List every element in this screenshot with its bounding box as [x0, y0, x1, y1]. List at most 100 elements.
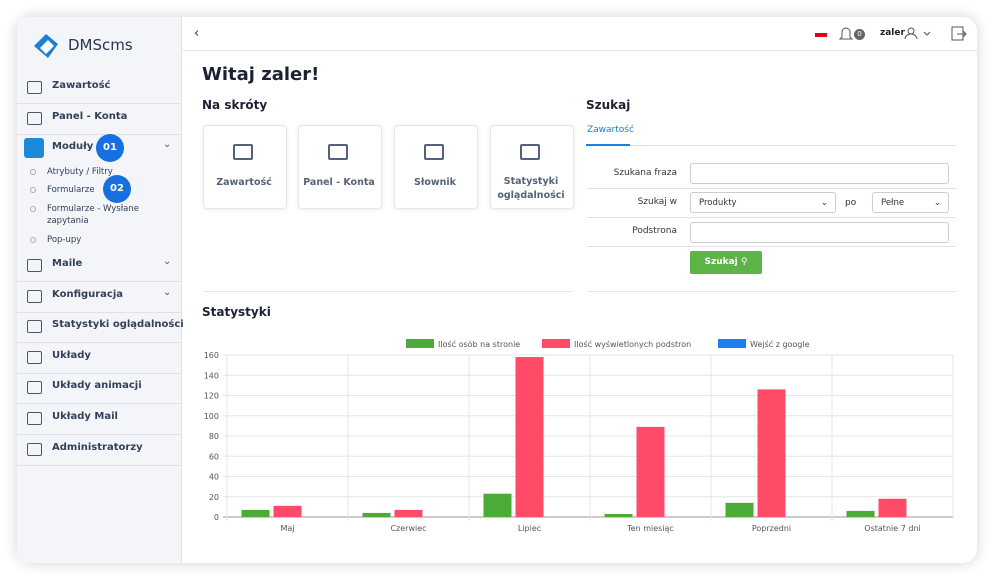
bar [757, 389, 786, 517]
y-tick-label: 20 [209, 493, 219, 502]
scope-select[interactable]: Produkty ⌄ [690, 192, 836, 213]
menu-item[interactable]: Układy [52, 350, 91, 361]
user-name[interactable]: zaler [880, 28, 905, 38]
chevron: ⌄ [163, 287, 172, 298]
menu-icon [27, 412, 42, 425]
chevron: ⌄ [163, 139, 172, 150]
y-tick-label: 140 [204, 371, 219, 380]
search-button[interactable]: Szukaj ⚲ [690, 251, 762, 274]
button-label: Szukaj [704, 257, 738, 267]
user-icon[interactable] [904, 26, 934, 40]
menu-item[interactable]: Maile [52, 258, 83, 269]
submenu-item[interactable]: Pop-upy [47, 235, 82, 245]
row-separator [587, 246, 956, 247]
menu-item[interactable]: Układy Mail [52, 411, 118, 422]
search-tab[interactable]: Zawartość [587, 125, 634, 135]
menu-item[interactable]: Administratorzy [52, 442, 143, 453]
mode-select[interactable]: Pełne ⌄ [872, 192, 949, 213]
shortcut-tile[interactable] [298, 125, 382, 209]
field-label: Szukana fraza [613, 168, 677, 178]
menu-icon [27, 351, 42, 364]
tab-underline [586, 144, 630, 146]
menu-separator [17, 103, 181, 104]
tab-border [586, 145, 956, 146]
collapse-button[interactable]: ‹ [194, 26, 200, 41]
shortcut-icon [328, 144, 348, 160]
menu-separator [17, 434, 181, 435]
legend-swatch [542, 339, 570, 348]
menu-item[interactable]: Statystyki oglądalności [52, 319, 184, 330]
x-tick-label: Lipiec [518, 524, 541, 533]
menu-icon [27, 290, 42, 303]
y-tick-label: 0 [214, 513, 219, 522]
shortcut-tile[interactable] [490, 125, 574, 209]
y-tick-label: 80 [209, 432, 219, 441]
shortcut-label: Słownik [413, 177, 456, 188]
submenu-item[interactable]: Formularze - Wysłane zapytania [47, 204, 139, 226]
submenu-dot [30, 169, 36, 175]
shortcut-icon [520, 144, 540, 160]
connector-text: po [845, 198, 857, 208]
divider [587, 291, 956, 292]
shortcut-icon [233, 144, 253, 160]
menu-item[interactable]: Układy animacji [52, 380, 142, 391]
notification-count: 0 [854, 29, 865, 40]
bar [725, 502, 754, 517]
active-icon [24, 138, 44, 158]
x-tick-label: Ostatnie 7 dni [864, 524, 920, 533]
menu-item[interactable]: Zawartość [52, 80, 111, 91]
shortcut-tile[interactable] [203, 125, 287, 209]
y-tick-label: 120 [204, 392, 219, 401]
phrase-input[interactable] [690, 163, 949, 184]
row-separator [587, 217, 956, 218]
topbar-border [181, 50, 977, 51]
x-tick-label: Poprzedni [752, 524, 791, 533]
bar [483, 493, 512, 517]
y-tick-label: 40 [209, 473, 219, 482]
field-label: Podstrona [632, 226, 677, 236]
language-flag[interactable] [815, 33, 827, 37]
section-title: Na skróty [202, 98, 268, 112]
divider [203, 291, 572, 292]
bar [515, 357, 544, 517]
logout-icon[interactable] [951, 26, 967, 42]
menu-icon [27, 443, 42, 456]
submenu-item[interactable]: Formularze [47, 185, 95, 195]
menu-separator [17, 134, 181, 135]
menu-icon [27, 112, 42, 125]
menu-item[interactable]: Konfiguracja [52, 289, 124, 300]
y-tick-label: 60 [209, 452, 219, 461]
subpage-input[interactable] [690, 222, 949, 243]
section-title: Statystyki [202, 305, 271, 319]
menu-separator [17, 465, 181, 466]
bell-icon[interactable] [839, 26, 853, 42]
shortcut-label: Panel - Konta [303, 177, 375, 188]
step-badge: 01 [96, 134, 124, 162]
chart: 0 20 40 60 80 100 120 140 160 Maj Czerwiec Lipiec Te… [204, 339, 954, 533]
submenu-item[interactable]: Atrybuty / Filtry [47, 167, 113, 177]
logo-icon [34, 34, 58, 58]
menu-separator [17, 281, 181, 282]
menu-icon [27, 259, 42, 272]
bar [604, 513, 633, 517]
bar [394, 509, 423, 517]
menu-icon [27, 381, 42, 394]
shortcut-tile[interactable] [394, 125, 478, 209]
field-label: Szukaj w [637, 197, 677, 207]
select-value: Produkty [699, 198, 737, 208]
legend-label: Ilość osób na stronie [438, 339, 520, 349]
x-tick-label: Czerwiec [390, 524, 426, 533]
menu-separator [17, 312, 181, 313]
menu-separator [17, 373, 181, 374]
legend-label: Ilość wyświetlonych podstron [574, 339, 691, 349]
bar [636, 426, 665, 517]
menu-item[interactable]: Panel - Konta [52, 111, 128, 122]
bar [362, 512, 391, 517]
menu-item[interactable]: Moduły [52, 141, 94, 152]
row-separator [587, 188, 956, 189]
menu-icon [27, 81, 42, 94]
x-tick-label: Ten miesiąc [626, 524, 674, 533]
submenu-dot [30, 237, 36, 243]
bar [273, 505, 302, 517]
